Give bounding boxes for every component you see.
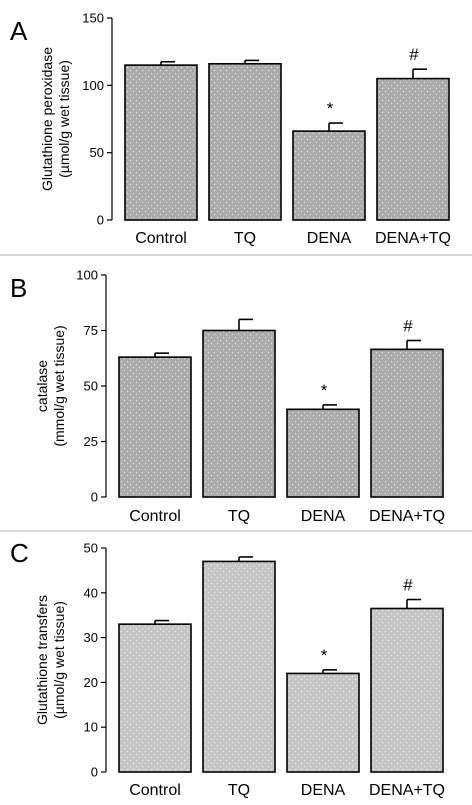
category-label: Control xyxy=(135,230,187,247)
category-label: DENA xyxy=(307,230,352,247)
y-tick-label: 0 xyxy=(91,765,98,780)
bar xyxy=(118,356,192,498)
y-axis-title-line: (µmol/g wet tissue) xyxy=(51,601,67,719)
bar xyxy=(286,672,360,773)
y-tick-label: 75 xyxy=(84,323,98,338)
significance-marker: # xyxy=(409,45,419,64)
panel-letter: B xyxy=(10,273,27,303)
y-tick-label: 0 xyxy=(97,213,104,228)
bar xyxy=(118,623,192,773)
y-tick-label: 30 xyxy=(84,630,98,645)
chart-panel-C: C 0 10 20 30 40 50 Glutathione transfers(µmol/g… xyxy=(10,538,445,799)
y-tick-label: 100 xyxy=(76,268,98,283)
y-axis-title: Glutathione peroxidase(µmol/g wet tissue… xyxy=(39,47,72,191)
significance-marker: * xyxy=(327,99,334,118)
y-axis-title-line: catalase xyxy=(34,360,50,412)
y-axis-title-line: (µmol/g wet tissue) xyxy=(56,60,72,178)
bar xyxy=(286,408,360,498)
y-tick-label: 20 xyxy=(84,675,98,690)
y-tick-label: 50 xyxy=(84,541,98,556)
category-label: DENA xyxy=(301,508,346,525)
bar xyxy=(370,607,444,773)
y-tick-label: 40 xyxy=(84,585,98,600)
y-tick-label: 150 xyxy=(82,11,104,26)
bar xyxy=(208,62,282,221)
significance-marker: # xyxy=(403,316,413,335)
y-tick-label: 50 xyxy=(84,379,98,394)
y-axis-title: catalase(mmol/g wet tissue) xyxy=(34,325,67,446)
y-tick-label: 10 xyxy=(84,720,98,735)
category-label: Control xyxy=(129,508,181,525)
y-axis-title-line: Glutathione peroxidase xyxy=(39,47,55,191)
significance-marker: * xyxy=(321,381,328,400)
bar xyxy=(292,130,366,221)
category-label: DENA+TQ xyxy=(375,230,451,247)
y-axis-title-line: (mmol/g wet tissue) xyxy=(51,325,67,446)
significance-marker: # xyxy=(403,576,413,595)
chart-panel-A: A 0 50 100 150 Glutathione peroxidase(µmol/g … xyxy=(10,11,451,248)
bar xyxy=(124,64,198,221)
bar xyxy=(202,560,276,773)
category-label: TQ xyxy=(234,230,256,247)
category-label: DENA+TQ xyxy=(369,508,445,525)
significance-marker: * xyxy=(321,646,328,665)
category-label: TQ xyxy=(228,508,250,525)
category-label: DENA+TQ xyxy=(369,782,445,799)
panel-letter: A xyxy=(10,16,28,46)
bar xyxy=(202,329,276,498)
category-label: DENA xyxy=(301,782,346,799)
chart-panel-B: B 0 25 50 75 100 catalase(mmol/g wet tissue) Co… xyxy=(10,268,445,526)
y-axis-title-line: Glutathione transfers xyxy=(34,595,50,725)
y-tick-label: 25 xyxy=(84,434,98,449)
panel-letter: C xyxy=(10,538,29,568)
y-tick-label: 50 xyxy=(90,145,104,160)
bar xyxy=(370,348,444,498)
category-label: TQ xyxy=(228,782,250,799)
y-tick-label: 100 xyxy=(82,78,104,93)
y-tick-label: 0 xyxy=(91,490,98,505)
category-label: Control xyxy=(129,782,181,799)
y-axis-title: Glutathione transfers(µmol/g wet tissue) xyxy=(34,595,67,725)
bar xyxy=(376,77,450,221)
